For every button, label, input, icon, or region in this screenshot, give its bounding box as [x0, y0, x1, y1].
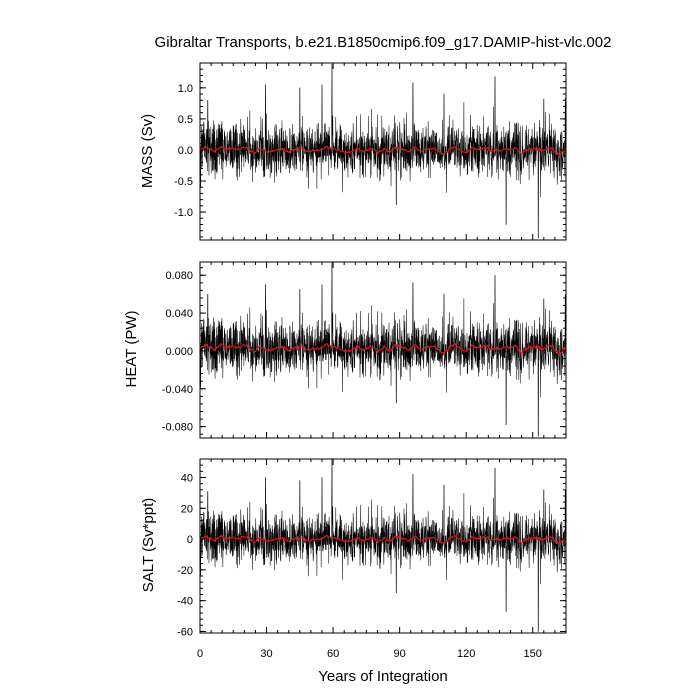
y-tick-label: -60 [177, 626, 193, 638]
salt-y-axis-label: SALT (Sv*ppt) [140, 498, 157, 592]
y-tick-label: 1.0 [178, 83, 193, 95]
x-axis-label: Years of Integration [318, 668, 448, 685]
y-tick-label: -0.080 [162, 422, 193, 434]
chart-title: Gibraltar Transports, b.e21.B1850cmip6.f… [155, 34, 612, 51]
y-tick-label: -20 [177, 565, 193, 577]
x-tick-label: 150 [524, 648, 542, 660]
heat-plot-area: -0.080 -0.040 0.000 0.040 0.080 [162, 261, 567, 439]
series-smoothed-line [199, 145, 567, 156]
mass-y-axis-label: MASS (Sv) [139, 114, 156, 188]
salt-plot-area: 0 30 60 90 120 150 -60 -40 -20 0 20 40 [177, 458, 567, 660]
y-tick-label: 0.080 [165, 270, 193, 282]
series-monthly-line [199, 458, 567, 632]
y-tick-label: -0.040 [162, 384, 193, 396]
plot-frame [199, 458, 567, 634]
y-tick-label: 20 [181, 503, 193, 515]
y-tick-label: -1.0 [174, 207, 193, 219]
y-tick-label: -40 [177, 596, 193, 608]
y-tick-label: -0.5 [174, 176, 193, 188]
x-tick-label: 90 [394, 648, 406, 660]
y-tick-label: 0.0 [178, 145, 193, 157]
x-tick-label: 0 [197, 648, 203, 660]
y-tick-label: 0.5 [178, 114, 193, 126]
series-monthly-line [199, 63, 567, 239]
panel-mass: -1.0 -0.5 0.0 0.5 1.0 MASS (Sv) [139, 62, 567, 241]
series-smoothed-line [199, 342, 567, 355]
series-smoothed-line [199, 534, 567, 545]
y-tick-label: 0 [187, 534, 193, 546]
plot-frame [199, 62, 567, 241]
mass-plot-area: -1.0 -0.5 0.0 0.5 1.0 [174, 62, 567, 241]
x-tick-label: 60 [327, 648, 339, 660]
x-tick-label: 30 [260, 648, 272, 660]
panel-heat: -0.080 -0.040 0.000 0.040 0.080 HEAT (PW) [123, 261, 567, 439]
heat-y-axis-label: HEAT (PW) [123, 311, 140, 388]
plot-frame [199, 261, 567, 439]
y-tick-label: 0.000 [165, 346, 193, 358]
series-monthly-line [199, 262, 567, 437]
panel-salt: 0 30 60 90 120 150 -60 -40 -20 0 20 40 SALT (Sv*ppt… [140, 458, 567, 660]
y-tick-label: 40 [181, 472, 193, 484]
y-tick-label: 0.040 [165, 308, 193, 320]
x-tick-label: 120 [457, 648, 475, 660]
